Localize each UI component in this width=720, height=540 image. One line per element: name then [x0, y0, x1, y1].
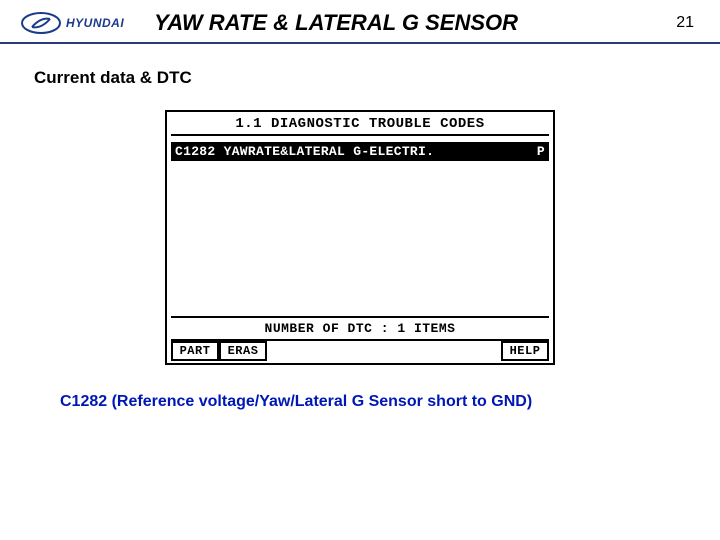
dtc-list-area — [167, 161, 553, 316]
brand-text: HYUNDAI — [66, 16, 124, 30]
softkey-spacer — [267, 341, 501, 361]
divider — [171, 134, 549, 136]
softkey-bar: PART ERAS HELP — [167, 341, 553, 363]
page-title: YAW RATE & LATERAL G SENSOR — [124, 10, 676, 36]
page-number: 21 — [676, 14, 700, 32]
screen-title: 1.1 DIAGNOSTIC TROUBLE CODES — [167, 112, 553, 134]
softkey-help[interactable]: HELP — [501, 341, 549, 361]
page-header: HYUNDAI YAW RATE & LATERAL G SENSOR 21 — [0, 0, 720, 44]
dtc-description: C1282 (Reference voltage/Yaw/Lateral G S… — [0, 365, 720, 411]
diagnostic-screen-container: 1.1 DIAGNOSTIC TROUBLE CODES C1282 YAWRA… — [0, 110, 720, 365]
dtc-row[interactable]: C1282 YAWRATE&LATERAL G-ELECTRI. P — [171, 142, 549, 161]
dtc-code-text: C1282 YAWRATE&LATERAL G-ELECTRI. — [175, 144, 434, 159]
dtc-count-status: NUMBER OF DTC : 1 ITEMS — [167, 318, 553, 339]
dtc-flag: P — [537, 144, 545, 159]
section-subtitle: Current data & DTC — [0, 44, 720, 88]
diagnostic-screen: 1.1 DIAGNOSTIC TROUBLE CODES C1282 YAWRA… — [165, 110, 555, 365]
hyundai-logo-icon — [20, 11, 62, 35]
softkey-part[interactable]: PART — [171, 341, 219, 361]
brand-logo: HYUNDAI — [20, 11, 124, 35]
softkey-eras[interactable]: ERAS — [219, 341, 267, 361]
